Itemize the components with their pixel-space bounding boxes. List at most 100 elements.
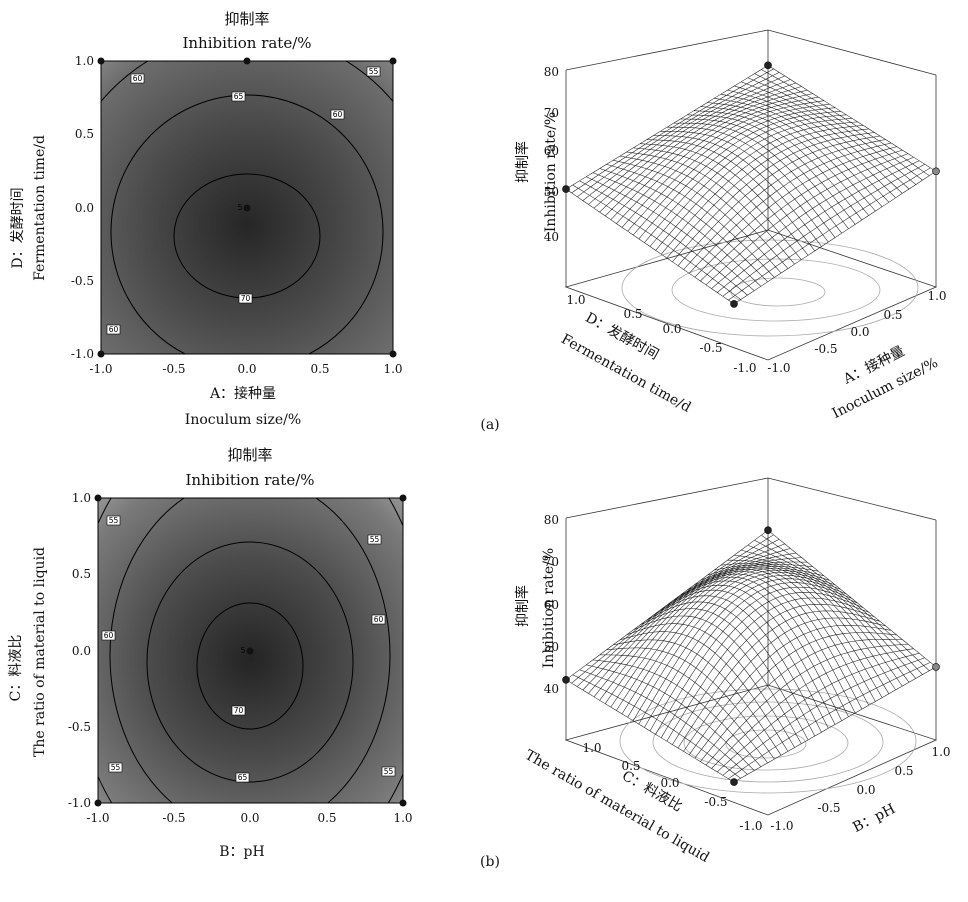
contour-b-x-ticks: -1.0 -0.5 0.0 0.5 1.0 [86,811,412,825]
contour-b-ytick: 0.0 [72,644,91,658]
surface-b-btick: 0.0 [856,783,875,797]
surface-b-clabel-en: The ratio of material to liquid [522,747,712,866]
surface-a-surface-point [764,61,772,70]
svg-text:60: 60 [333,110,343,119]
contour-b-label-center: 5 [241,646,246,655]
svg-text:65: 65 [234,92,244,101]
contour-a-point [243,204,251,212]
surface-b-ztick: 50 [544,640,559,654]
panel-label-a: (a) [480,417,499,433]
contour-a-point [389,57,397,65]
surface-b-btick: -0.5 [817,801,840,815]
surface-a-atick: -1.0 [767,361,790,375]
contour-b-xtick: -0.5 [162,811,185,825]
surface-a-floor-contour [671,258,881,322]
contour-a-y-ticks: -1.0 -0.5 0.0 0.5 1.0 [71,54,94,361]
surface-a-ztick: 40 [544,230,559,244]
surface-b-floor-contours [619,688,917,794]
surface-a-atick: 0.5 [883,308,902,322]
svg-text:60: 60 [104,631,114,640]
contour-a-ytick: -0.5 [71,274,94,288]
surface-a-dtick: 1.0 [566,293,585,307]
contour-a-x-ticks: -1.0 -0.5 0.0 0.5 1.0 [89,362,402,376]
contour-b-point [399,494,407,502]
surface-b-c-ticks: 1.0 0.5 0.0 -0.5 -1.0 [582,741,762,833]
contour-b-ylabel-en: The ratio of material to liquid [32,547,48,757]
surface-b-ztick: 40 [544,682,559,696]
surface-a-surface-mesh [565,65,937,305]
svg-text:55: 55 [370,535,380,544]
surface-a-box [564,29,938,361]
contour-a-point [97,350,105,358]
svg-text:55: 55 [384,767,394,776]
contour-b-title-cn: 抑制率 [227,446,272,464]
contour-a-label-65: 65 [231,91,246,102]
contour-b-label-60-right: 60 [371,614,386,625]
contour-a-design-points [97,57,397,358]
contour-a-ytick: 0.0 [75,201,94,215]
svg-text:55: 55 [111,763,121,772]
contour-b-label-60-left: 60 [101,630,116,641]
surface-b-surface-point [764,526,772,535]
surface-b-ctick: 1.0 [582,741,601,755]
contour-a-level-labels: 60 55 65 60 5 70 60 [106,66,381,335]
surface-a-z-ticks: 40 50 60 70 80 [544,65,559,244]
contour-b-label-55-br: 55 [381,766,396,777]
surface-b-ctick: -1.0 [739,819,762,833]
surface-b-blabel: B：pH [850,801,898,836]
surface-a-dtick: 0.0 [662,322,681,336]
contour-a-xtick: -1.0 [89,362,112,376]
contour-b-xtick: 1.0 [393,811,412,825]
contour-b-lines [98,498,403,803]
svg-text:60: 60 [109,325,119,334]
contour-a-ytick: -1.0 [71,347,94,361]
contour-b-line-60 [109,498,391,803]
surface-a-zlabel-en: Inhibition rate/% [543,112,559,232]
contour-b-level-labels: 55 55 60 60 5 70 55 65 55 [101,515,396,783]
svg-text:65: 65 [238,773,248,782]
contour-a-ytick: 1.0 [75,54,94,68]
surface-a-ztick: 70 [544,106,559,120]
contour-b-ytick: -0.5 [68,720,91,734]
contour-a-xtick: 0.0 [237,362,256,376]
surface-b-b-ticks: -1.0 -0.5 0.0 0.5 1.0 [770,745,950,833]
surface-b-ztick: 80 [544,513,559,527]
contour-b-xtick: -1.0 [86,811,109,825]
svg-text:60: 60 [133,74,143,83]
contour-b-point [399,799,407,807]
surface-b-ztick: 60 [544,598,559,612]
contour-a-line-65 [110,94,384,354]
contour-a-point [243,57,251,65]
surface-b-surface-point [730,778,738,786]
svg-text:60: 60 [374,615,384,624]
surface-a-dtick: -0.5 [699,341,722,355]
surface-b-floor-contour [652,701,884,783]
surface-chart-b: 40 50 60 70 80 抑制率 Inhibition rate/% 1.0… [514,477,951,866]
svg-text:55: 55 [369,67,379,76]
contour-b-ytick: 1.0 [72,491,91,505]
surface-a-ztick: 60 [544,144,559,158]
contour-a-ylabel-en: Fermentation time/d [32,135,48,281]
panel-label-b: (b) [480,854,500,870]
contour-a-point [97,57,105,65]
contour-b-y-ticks: -1.0 -0.5 0.0 0.5 1.0 [68,491,91,810]
surface-a-dtick: -1.0 [733,361,756,375]
contour-a-point [389,350,397,358]
contour-b-xtick: 0.5 [317,811,336,825]
surface-a-ztick: 80 [544,65,559,79]
contour-a-ylabel-cn: D：发酵时间 [10,187,26,268]
surface-b-zlabel-en: Inhibition rate/% [541,548,557,668]
contour-a-title-cn: 抑制率 [224,10,269,28]
surface-b-back-top [565,477,937,521]
contour-b-design-points [94,494,407,807]
contour-b-label-65: 65 [235,772,250,783]
surface-b-surface-point [932,663,940,671]
contour-b-label-55-tl: 55 [106,515,121,526]
contour-b-line-70 [196,602,304,730]
contour-a-label-60-bottom: 60 [106,324,121,335]
surface-b-zlabel-cn: 抑制率 [514,585,531,627]
svg-text:55: 55 [109,516,119,525]
contour-a-xlabel-cn: A：接种量 [209,385,276,402]
surface-b-surface-mesh [565,529,937,783]
